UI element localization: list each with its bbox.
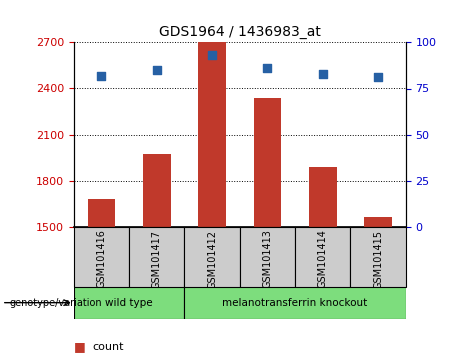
Bar [88, 199, 115, 227]
Bar [74, 287, 184, 319]
Title: GDS1964 / 1436983_at: GDS1964 / 1436983_at [159, 25, 321, 39]
Bar [74, 227, 129, 287]
Bar [295, 227, 350, 287]
Point [264, 65, 271, 71]
Point [319, 71, 326, 76]
Point [153, 67, 160, 73]
Point [208, 52, 216, 58]
Text: GSM101414: GSM101414 [318, 230, 328, 289]
Text: wild type: wild type [105, 298, 153, 308]
Text: genotype/variation: genotype/variation [9, 298, 102, 308]
Text: ■: ■ [74, 341, 89, 353]
Bar [143, 154, 171, 227]
Bar [364, 217, 392, 227]
Bar [198, 42, 226, 227]
Bar [254, 98, 281, 227]
Bar [184, 287, 406, 319]
Text: GSM101412: GSM101412 [207, 230, 217, 289]
Bar [309, 167, 337, 227]
Text: GSM101415: GSM101415 [373, 230, 383, 289]
Text: count: count [92, 342, 124, 352]
Bar [184, 227, 240, 287]
Bar [350, 227, 406, 287]
Text: GSM101416: GSM101416 [96, 230, 106, 289]
Text: GSM101417: GSM101417 [152, 230, 162, 289]
Point [98, 73, 105, 79]
Point [374, 75, 382, 80]
Text: melanotransferrin knockout: melanotransferrin knockout [222, 298, 368, 308]
Bar [240, 227, 295, 287]
Text: GSM101413: GSM101413 [262, 230, 272, 289]
Bar [129, 227, 184, 287]
